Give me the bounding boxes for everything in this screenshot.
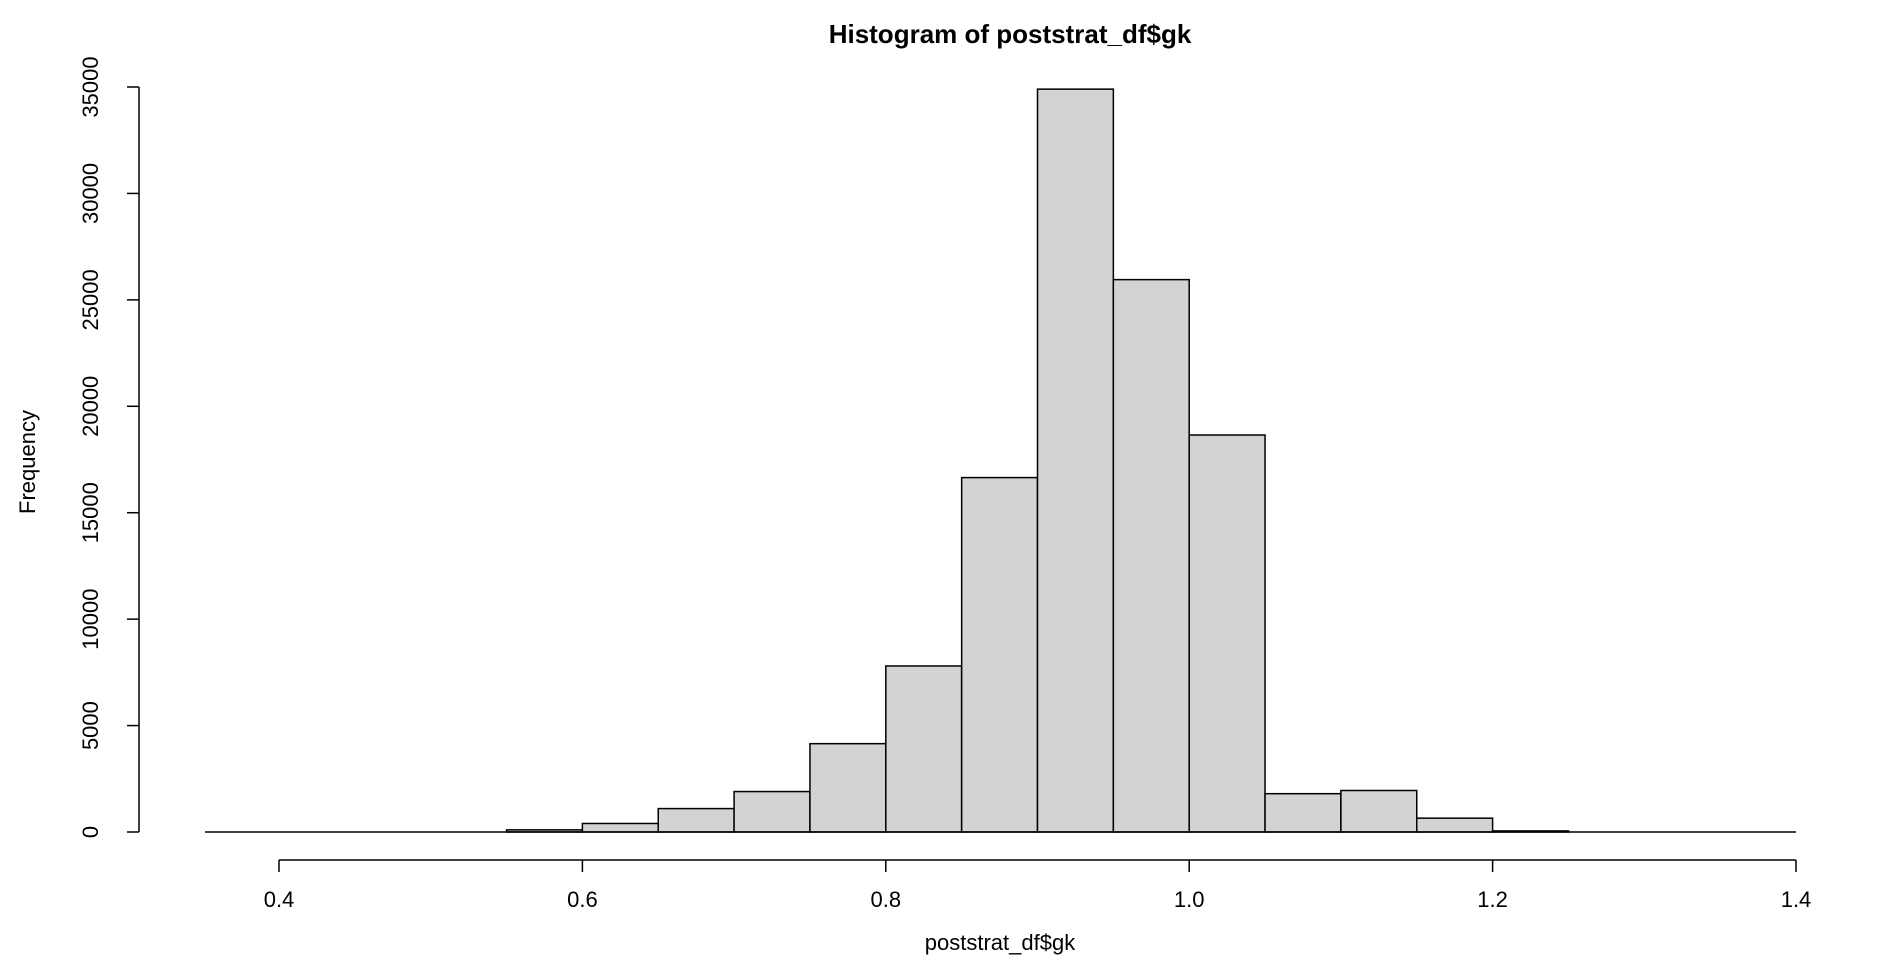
histogram-bar	[1036, 88, 1115, 833]
histogram-bar	[1188, 434, 1266, 833]
histogram-bar	[581, 822, 660, 833]
x-tick-label: 1.4	[1781, 887, 1812, 912]
y-tick-label: 35000	[78, 56, 103, 117]
y-tick-label: 5000	[78, 701, 103, 750]
x-tick-label: 0.4	[264, 887, 295, 912]
histogram-bar	[1340, 789, 1418, 833]
x-tick-label: 0.6	[567, 887, 598, 912]
histogram-bar	[885, 665, 963, 833]
histogram-bar	[1416, 817, 1494, 833]
y-tick-label: 0	[78, 826, 103, 838]
y-axis-label: Frequency	[15, 410, 40, 514]
histogram-bar	[657, 807, 735, 833]
histogram-bar	[1264, 792, 1342, 833]
y-tick-label: 15000	[78, 482, 103, 543]
x-axis: 0.4 0.6 0.8 1.0 1.2 1.4	[264, 859, 1812, 912]
y-tick-label: 25000	[78, 269, 103, 330]
histogram-bar	[809, 742, 887, 833]
x-tick-label: 1.2	[1477, 887, 1508, 912]
x-tick-label: 1.0	[1174, 887, 1205, 912]
y-tick-label: 10000	[78, 589, 103, 650]
x-axis-label: poststrat_df$gk	[925, 930, 1076, 955]
y-tick-label: 20000	[78, 376, 103, 437]
y-tick-label: 30000	[78, 163, 103, 224]
histogram-bar	[1112, 278, 1190, 833]
y-axis: 0 5000 10000 15000 20000 25000 30000 35000	[78, 56, 140, 838]
chart-title: Histogram of poststrat_df$gk	[829, 19, 1192, 49]
x-tick-label: 0.8	[871, 887, 902, 912]
bars-group	[505, 88, 1570, 833]
histogram-bar	[733, 790, 811, 833]
histogram-bar	[960, 476, 1039, 833]
